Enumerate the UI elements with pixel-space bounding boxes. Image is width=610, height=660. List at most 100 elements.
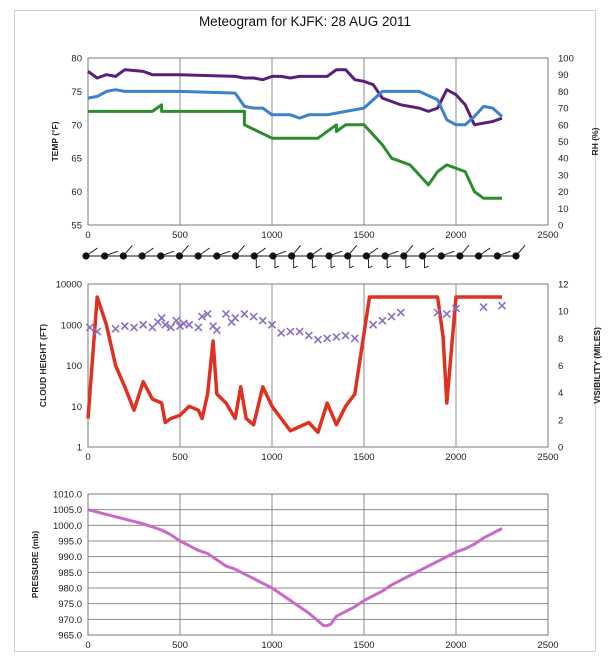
visibility-point-stroke <box>198 312 207 321</box>
y-tick-label: 75 <box>71 87 82 98</box>
station-model-dot <box>157 252 165 260</box>
wind-barb <box>459 244 470 257</box>
visibility-point <box>350 334 359 343</box>
y-axis-label: TEMP (°F) <box>50 121 60 161</box>
visibility-point <box>323 334 332 343</box>
visibility-point <box>240 309 249 318</box>
wind-barb-flag <box>330 265 336 269</box>
visibility-point-stroke <box>85 323 94 332</box>
y-tick-label: 995.0 <box>58 537 82 548</box>
station-model-dot <box>437 252 445 260</box>
visibility-point-stroke <box>166 323 175 332</box>
wind-barb <box>104 250 119 257</box>
y-tick-label: 1 <box>77 443 82 454</box>
visibility-point <box>451 304 461 313</box>
visibility-point-stroke <box>267 320 277 329</box>
visibility-point <box>497 301 507 310</box>
visibility-point <box>249 312 258 321</box>
visibility-point <box>139 320 148 329</box>
y2-tick-label: 12 <box>558 280 569 291</box>
visibility-point-stroke <box>442 309 451 318</box>
visibility-point <box>295 327 304 336</box>
y2-tick-label: 4 <box>558 388 563 399</box>
wind-barb <box>515 244 526 257</box>
y-axis-label: PRESSURE (mb) <box>30 531 40 599</box>
y-tick-label: 1000 <box>61 320 82 331</box>
wind-barb-flag <box>368 265 373 269</box>
wind-barb-flag <box>256 265 261 269</box>
y2-tick-label: 0 <box>558 221 563 232</box>
station-model-dot <box>138 252 146 260</box>
y-axis-label: CLOUD HEIGHT (FT) <box>38 324 48 407</box>
y2-tick-label: 40 <box>558 154 569 165</box>
y2-tick-label: 10 <box>558 204 569 215</box>
y2-tick-label: 30 <box>558 170 569 181</box>
y-tick-label: 980.0 <box>58 584 82 595</box>
visibility-point-stroke <box>369 320 378 329</box>
visibility-point <box>85 323 94 332</box>
blue-series-line <box>87 88 504 127</box>
chart-title: Meteogram for KJFK: 28 AUG 2011 <box>198 14 412 29</box>
wind-barb <box>347 244 358 257</box>
y-tick-label: 990.0 <box>58 552 82 563</box>
wind-barb <box>235 244 245 257</box>
wind-barb-flag <box>424 265 429 269</box>
visibility-point-stroke <box>378 316 387 325</box>
visibility-point-stroke <box>129 323 139 332</box>
wind-barb <box>197 247 210 257</box>
wind-barb <box>160 250 175 257</box>
visibility-point <box>111 324 120 333</box>
wind-barb-flag <box>312 265 317 269</box>
y2-tick-label: 20 <box>558 187 569 198</box>
wind-barb <box>254 247 266 257</box>
y-tick-label: 80 <box>71 54 82 65</box>
visibility-point-stroke <box>304 331 313 340</box>
visibility-point-stroke <box>433 308 442 317</box>
visibility-point-stroke <box>240 309 249 318</box>
plot-area-border <box>87 283 549 448</box>
visibility-point-stroke <box>161 320 170 329</box>
pressure-series-line <box>87 508 503 628</box>
y2-tick-label: 50 <box>558 137 569 148</box>
visibility-point-stroke <box>323 334 332 343</box>
station-model-dot <box>493 252 501 260</box>
temp-series-line <box>88 103 502 200</box>
visibility-point <box>157 313 166 323</box>
wind-barb-flag <box>349 265 354 269</box>
wind-barb <box>123 244 133 257</box>
visibility-point-stroke <box>221 309 231 318</box>
x-tick-label: 2500 <box>537 230 558 241</box>
visibility-point <box>387 312 396 321</box>
wind-barb-flag <box>405 265 411 269</box>
wind-barb <box>422 247 435 257</box>
x-tick-label: 2000 <box>445 452 466 463</box>
x-tick-label: 2500 <box>537 640 558 651</box>
visibility-point <box>194 323 203 332</box>
y-tick-label: 985.0 <box>58 568 82 579</box>
y2-axis-label: RH (%) <box>590 127 600 155</box>
y-tick-label: 70 <box>71 120 82 131</box>
visibility-point <box>198 312 207 321</box>
visibility-point <box>341 331 350 340</box>
visibility-point-stroke <box>194 323 203 332</box>
y-tick-label: 970.0 <box>58 615 82 626</box>
visibility-point-stroke <box>203 309 212 318</box>
x-tick-label: 0 <box>85 230 90 241</box>
visibility-point <box>161 320 170 329</box>
visibility-point <box>286 327 295 336</box>
visibility-point <box>93 327 102 336</box>
visibility-point-stroke <box>209 322 218 331</box>
x-tick-label: 1000 <box>261 452 282 463</box>
x-tick-label: 500 <box>172 640 188 651</box>
visibility-point <box>277 328 286 337</box>
wind-barb <box>310 247 323 257</box>
visibility-point-stroke <box>172 316 181 325</box>
visibility-point-stroke <box>350 334 359 343</box>
wind-barb <box>497 250 511 257</box>
wind-barb-flag <box>293 265 298 269</box>
wind-barb <box>478 247 491 257</box>
wind-barb <box>141 247 154 257</box>
visibility-point-stroke <box>231 313 240 323</box>
y2-tick-label: 10 <box>558 307 569 318</box>
